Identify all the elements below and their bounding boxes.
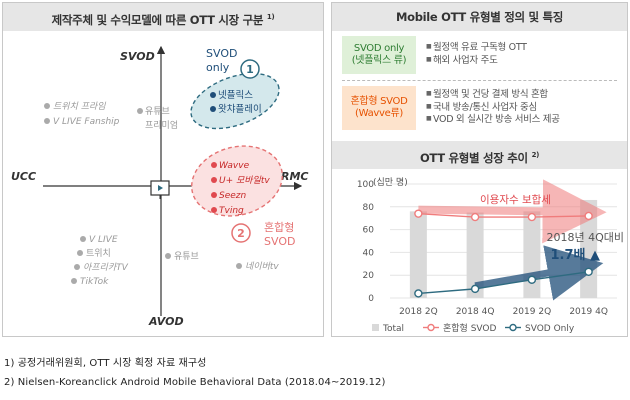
series-point xyxy=(470,284,480,294)
x-tick-label: 2018 2Q xyxy=(399,307,438,317)
youtube-label: 유튜브 xyxy=(174,251,199,262)
lower-left-item: TikTok xyxy=(80,277,109,287)
youtube-premium-label-2: 프리미엄 xyxy=(145,119,178,131)
y-tick-label: 0 xyxy=(368,294,374,304)
legend-swatch xyxy=(509,323,517,332)
chart-legend: Total 혼합형 SVOD SVOD Only xyxy=(372,322,575,334)
hybrid-group-label-2: SVOD xyxy=(264,235,295,248)
total-bar xyxy=(466,212,484,298)
growth-note: 2018년 4Q대비 xyxy=(546,231,624,244)
monitor-icon xyxy=(150,180,170,199)
y-tick-label: 40 xyxy=(363,248,375,258)
y-tick-label: 80 xyxy=(363,203,375,213)
definition-divider xyxy=(342,80,617,81)
svod-group-label-2: only xyxy=(206,61,230,74)
hybrid-note: 이용자수 보합세 xyxy=(480,194,551,206)
positioning-map: SVOD AVOD UCC RMC SVOD only 1 넷플릭스 왓챠플레이… xyxy=(11,45,309,328)
series-line xyxy=(418,271,589,295)
definition-points: 월정액 유료 구독형 OTT 해외 사업자 주도 xyxy=(426,42,527,68)
lower-left-item: V LIVE xyxy=(89,235,118,245)
series-line xyxy=(418,212,589,218)
series-point xyxy=(584,211,593,221)
market-segmentation-panel: 제작주체 및 수익모델에 따른 OTT 시장 구분 1) SVOD AVOD U… xyxy=(2,2,324,337)
axis-label-ucc: UCC xyxy=(11,170,36,183)
legend-label: 혼합형 SVOD xyxy=(443,322,496,334)
svod-only-ellipse xyxy=(190,72,280,130)
hybrid-trend-arrow xyxy=(418,179,607,244)
series-point xyxy=(470,212,480,222)
legend-label: Total xyxy=(382,324,404,334)
youtube-premium-label-1: 유튜브 xyxy=(145,106,170,117)
axis-label-rmc: RMC xyxy=(281,170,309,183)
upper-left-item: 트위치 프라임 xyxy=(53,101,106,112)
right-panel-title: Mobile OTT 유형별 정의 및 특징 xyxy=(332,3,627,31)
svod-group-number-circle xyxy=(240,59,260,79)
definition-label: 혼합형 SVOD (Wavve류) xyxy=(342,86,416,130)
navertv-label: 네이버tv xyxy=(245,261,279,272)
x-tick-label: 2019 4Q xyxy=(569,307,608,317)
hybrid-group-number-circle xyxy=(231,223,251,243)
svod-item: 왓챠플레이 xyxy=(218,103,262,115)
axis-label-svod: SVOD xyxy=(120,50,155,63)
left-panel-title: 제작주체 및 수익모델에 따른 OTT 시장 구분 1) xyxy=(3,3,323,31)
lower-left-item: 아프리카TV xyxy=(83,262,129,273)
legend-label: SVOD Only xyxy=(525,324,575,334)
total-bar xyxy=(523,211,541,298)
x-tick-label: 2018 4Q xyxy=(456,307,495,317)
series-point xyxy=(527,212,537,222)
svod-trend-arrow xyxy=(474,245,604,301)
legend-swatch xyxy=(372,324,379,331)
upper-left-item: V LIVE Fanship xyxy=(53,117,120,127)
y-tick-label: 20 xyxy=(363,271,375,281)
series-point xyxy=(414,289,423,298)
hybrid-item: U+ 모바일tv xyxy=(219,175,270,186)
y-axis-unit: (십만 명) xyxy=(373,177,408,188)
ott-definition-panel: Mobile OTT 유형별 정의 및 특징 SVOD only (넷플릭스 류)… xyxy=(331,2,628,337)
series-point xyxy=(527,275,537,284)
svod-group-label-1: SVOD xyxy=(206,47,237,60)
growth-chart: 0 20 40 60 80 100 2018 2Q 2018 4Q 2019 2Q 2019 4Q… xyxy=(357,177,624,334)
hybrid-group-number: 2 xyxy=(237,227,245,240)
hybrid-group-label-1: 혼합형 xyxy=(264,221,294,234)
definition-label: SVOD only (넷플릭스 류) xyxy=(342,36,416,74)
axis-label-avod: AVOD xyxy=(148,315,184,328)
chart-title: OTT 유형별 성장 추이 2) xyxy=(332,141,627,169)
growth-value: 1.7배 ▲ xyxy=(550,247,600,263)
series-point xyxy=(414,209,423,218)
svod-group-number: 1 xyxy=(246,63,254,76)
x-tick-label: 2019 2Q xyxy=(513,307,552,317)
svod-item: 넷플릭스 xyxy=(218,89,253,101)
definition-row-svod: SVOD only(넷플릭스 류) 월정액 유료 구독형 OTT 해외 사업자 … xyxy=(342,36,617,74)
hybrid-item: Seezn xyxy=(219,191,247,201)
y-tick-label: 60 xyxy=(363,226,375,236)
y-tick-label: 100 xyxy=(357,180,374,190)
series-point xyxy=(584,267,593,276)
definition-row-hybrid: 혼합형 SVOD(Wavve류) 월정액 및 건당 결제 방식 혼합 국내 방송… xyxy=(342,86,617,130)
definition-points: 월정액 및 건당 결제 방식 혼합 국내 방송/통신 사업자 중심 VOD 외 … xyxy=(426,89,560,127)
hybrid-item: Wavve xyxy=(219,161,250,171)
total-bar xyxy=(409,211,427,298)
lower-left-item: 트위치 xyxy=(86,247,111,259)
legend-swatch xyxy=(427,323,435,332)
footnote-2: 2) Nielsen-Koreanclick Android Mobile Be… xyxy=(4,377,386,388)
hybrid-item: Tving xyxy=(219,206,244,216)
footnote-1: 1) 공정거래위원회, OTT 시장 획정 자료 재구성 xyxy=(4,358,207,369)
